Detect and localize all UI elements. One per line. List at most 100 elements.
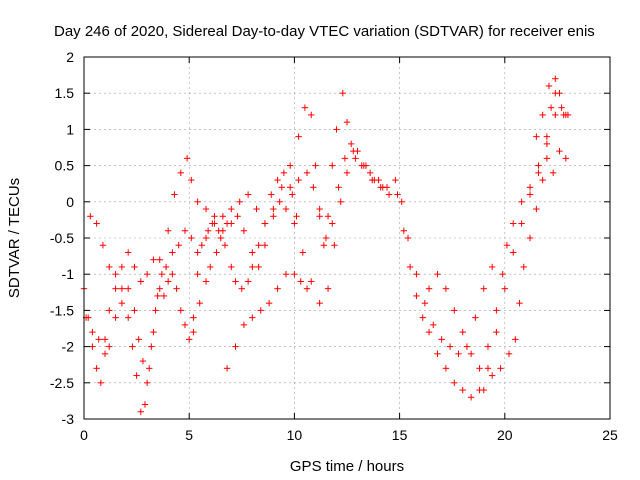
data-point bbox=[385, 191, 393, 198]
data-point bbox=[186, 336, 193, 343]
data-point bbox=[512, 336, 519, 343]
data-point bbox=[564, 111, 572, 119]
data-point bbox=[337, 198, 344, 205]
data-point bbox=[510, 220, 517, 227]
data-point bbox=[223, 220, 231, 227]
data-point bbox=[139, 357, 147, 365]
data-point bbox=[135, 336, 142, 343]
data-point bbox=[488, 263, 496, 271]
data-point bbox=[244, 278, 252, 285]
x-axis-label: GPS time / hours bbox=[290, 458, 404, 475]
data-point bbox=[183, 155, 191, 162]
data-point bbox=[238, 285, 245, 292]
data-point bbox=[249, 263, 256, 271]
data-point bbox=[400, 227, 408, 234]
data-point bbox=[261, 220, 269, 227]
data-point bbox=[451, 307, 458, 314]
data-point bbox=[106, 263, 113, 271]
data-point bbox=[343, 118, 351, 126]
data-point bbox=[543, 140, 551, 148]
data-point bbox=[539, 176, 546, 184]
data-point bbox=[194, 271, 201, 278]
data-point bbox=[240, 321, 248, 329]
data-point bbox=[141, 401, 149, 408]
data-point bbox=[406, 263, 414, 271]
data-point bbox=[518, 198, 525, 205]
data-point bbox=[265, 299, 273, 307]
data-point bbox=[333, 126, 340, 133]
data-point bbox=[493, 328, 500, 336]
data-point bbox=[505, 350, 513, 358]
data-point bbox=[198, 242, 206, 249]
data-point bbox=[552, 75, 559, 82]
data-point bbox=[533, 133, 540, 140]
data-point bbox=[106, 307, 113, 314]
data-point bbox=[278, 184, 285, 191]
data-point bbox=[316, 299, 323, 307]
data-point bbox=[291, 271, 298, 278]
data-point bbox=[518, 220, 525, 227]
data-point bbox=[160, 292, 168, 300]
y-tick-label: -0.5 bbox=[50, 230, 74, 246]
y-axis-label: SDTVAR / TECUs bbox=[6, 178, 23, 298]
data-point bbox=[295, 133, 302, 140]
data-point bbox=[535, 169, 542, 177]
data-point bbox=[257, 307, 264, 314]
data-point bbox=[282, 271, 290, 278]
data-point bbox=[404, 234, 412, 242]
data-point bbox=[253, 205, 260, 213]
data-point bbox=[421, 299, 429, 307]
data-point bbox=[286, 184, 294, 191]
data-point bbox=[219, 213, 227, 220]
data-point bbox=[244, 191, 252, 198]
data-point bbox=[129, 343, 136, 350]
data-point bbox=[143, 379, 151, 386]
data-point bbox=[99, 242, 107, 249]
data-point bbox=[282, 205, 290, 213]
x-tick-label: 20 bbox=[497, 427, 513, 443]
data-point bbox=[118, 263, 126, 271]
data-point bbox=[150, 256, 157, 263]
data-point bbox=[394, 191, 401, 198]
data-point bbox=[93, 365, 100, 372]
data-point bbox=[137, 408, 145, 415]
data-point bbox=[177, 307, 184, 314]
data-point bbox=[520, 263, 527, 271]
data-point bbox=[124, 285, 132, 292]
data-point bbox=[329, 162, 336, 169]
data-point bbox=[312, 162, 319, 169]
x-tick-label: 0 bbox=[80, 427, 88, 443]
data-point bbox=[301, 104, 309, 111]
data-point bbox=[442, 365, 450, 372]
data-markers bbox=[80, 75, 572, 415]
data-point bbox=[202, 234, 210, 242]
data-point bbox=[181, 227, 189, 234]
data-point bbox=[472, 314, 479, 321]
data-point bbox=[268, 191, 275, 198]
data-point bbox=[480, 285, 487, 292]
data-point bbox=[188, 176, 195, 184]
data-point bbox=[164, 278, 172, 285]
data-point bbox=[89, 328, 96, 336]
data-point bbox=[526, 184, 534, 191]
data-point bbox=[335, 184, 342, 191]
y-tick-label: -2 bbox=[62, 339, 75, 355]
data-point bbox=[173, 285, 180, 292]
data-point bbox=[455, 350, 462, 358]
data-point bbox=[543, 133, 551, 140]
data-point bbox=[143, 271, 151, 278]
x-tick-label: 10 bbox=[287, 427, 303, 443]
data-point bbox=[526, 191, 534, 198]
data-point bbox=[202, 205, 210, 213]
data-point bbox=[425, 328, 433, 336]
data-point bbox=[118, 299, 126, 307]
data-point bbox=[297, 278, 304, 285]
data-point bbox=[131, 263, 138, 271]
data-point bbox=[324, 213, 332, 220]
data-point bbox=[234, 213, 241, 220]
data-point bbox=[425, 285, 433, 292]
data-point bbox=[240, 227, 248, 234]
data-point bbox=[293, 213, 300, 220]
data-point bbox=[169, 271, 176, 278]
data-point bbox=[348, 140, 355, 148]
